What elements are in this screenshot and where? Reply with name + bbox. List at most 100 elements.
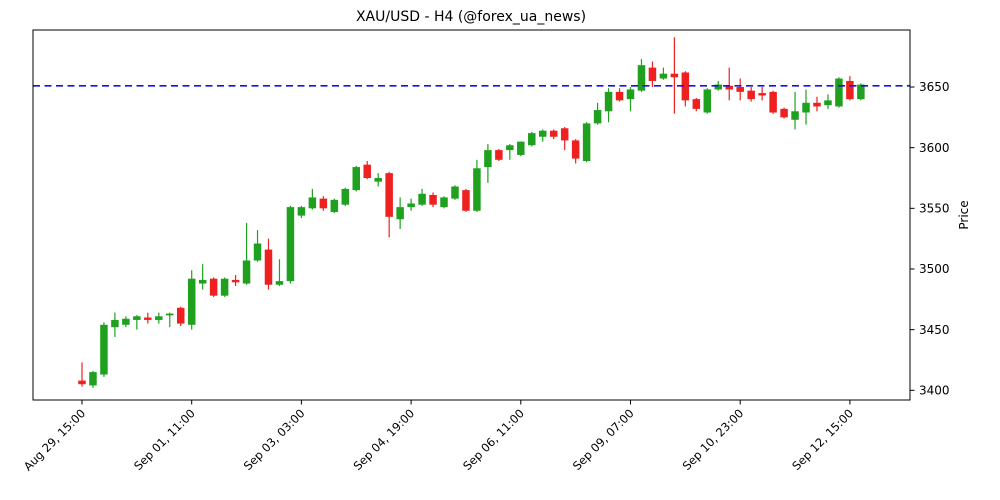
candle-body [528,133,536,146]
candle [835,77,843,108]
x-tick-label: Sep 06, 11:00 [460,406,527,473]
candle-body [506,145,514,151]
candle [440,196,448,209]
candle-body [144,317,152,320]
candle [769,90,777,114]
candle-body [758,93,766,96]
candle-body [703,89,712,113]
candle [341,187,350,206]
candle-body [363,164,371,178]
candle-body [264,249,273,285]
candle-body [176,307,185,324]
candle-body [560,128,569,141]
candle-body [714,84,723,90]
candle [637,59,646,92]
candle-body [517,141,525,155]
candles-layer [78,37,865,388]
candle [144,312,152,324]
candle-body [484,150,492,168]
candle-body [78,380,86,385]
candle-body [824,100,832,106]
y-tick-label: 3600 [919,141,950,155]
candle [330,198,339,214]
candle-body [220,278,229,296]
candle [670,37,679,114]
candle-body [319,198,328,209]
x-tick-label: Aug 29, 15:00 [21,406,88,473]
candle [111,312,119,337]
x-tick-label: Sep 03, 03:00 [241,406,308,473]
candle [549,129,558,140]
candle [813,96,821,112]
candle-body [297,207,306,216]
candle [538,129,547,142]
candle [681,71,690,107]
candle-body [396,207,404,220]
candle-body [242,260,251,284]
candle-body [198,279,207,284]
candle-body [286,207,295,282]
candle [528,131,536,147]
candle [242,222,251,285]
candle-body [352,167,360,191]
candle-body [538,130,547,137]
candle [209,277,218,297]
candle [429,192,437,208]
candle-body [813,102,821,107]
y-tick-label: 3450 [919,323,950,337]
candle-body [209,278,218,296]
y-tick-label: 3550 [919,202,950,216]
y-tick-label: 3650 [919,80,950,94]
candle [89,370,97,388]
candle-body [429,194,437,205]
candle-body [308,197,317,209]
candle [615,88,624,102]
candle-body [133,316,141,320]
candle [582,122,591,163]
candle-body [231,279,240,283]
candle-body [407,203,415,208]
candle-body [802,102,810,113]
candle [780,107,788,119]
candle [648,61,657,88]
candle-body [495,150,503,160]
candle [857,83,865,101]
candle [692,97,701,112]
candle [451,185,459,200]
candle [385,171,393,238]
candle [78,362,86,387]
candle-body [681,72,690,101]
candle-body [747,90,755,100]
candle-body [637,65,646,91]
candle [604,88,613,123]
candle-body [648,67,657,81]
candle-body [604,91,613,112]
x-tick-label: Sep 01, 11:00 [131,406,198,473]
candle-body [593,110,602,124]
candle-body [626,89,635,100]
x-tick-label: Sep 09, 07:00 [570,406,637,473]
candle [286,205,295,284]
candle [352,165,360,192]
candle [418,188,426,206]
candle [308,188,317,210]
candle-body [100,324,108,375]
candle [187,270,196,330]
candle [824,94,832,109]
y-axis-ticks: 3400 3450 3500 3550 3600 3650 [910,80,950,397]
candle [462,188,470,212]
y-axis-label: Price [957,200,971,229]
y-tick-label: 3400 [919,383,950,397]
candle [100,322,108,377]
candle [396,197,404,229]
candle-body [462,190,470,211]
candle [253,230,262,262]
y-tick-label: 3500 [919,262,950,276]
candle [264,238,273,290]
candle-body [549,130,558,137]
x-tick-label: Sep 10, 23:00 [680,406,747,473]
candle-body [736,87,744,92]
chart-title: XAU/USD - H4 (@forex_ua_news) [356,9,586,25]
candle-body [670,73,679,78]
candle-body [166,313,174,316]
